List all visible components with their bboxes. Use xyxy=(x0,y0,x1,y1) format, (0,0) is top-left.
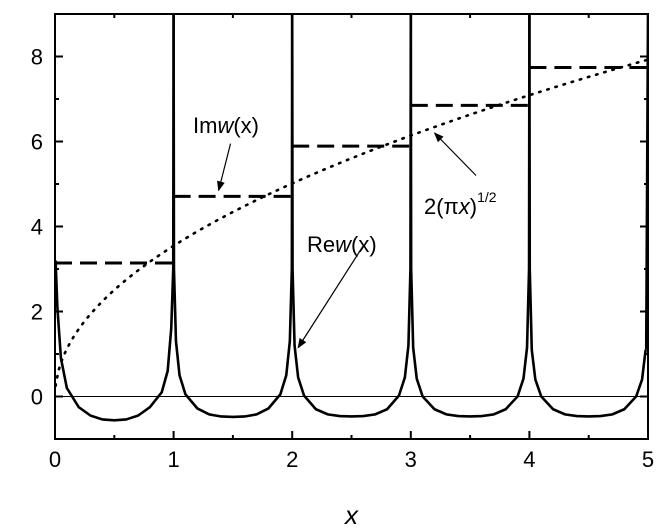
re-w-curve-segment xyxy=(290,14,413,418)
annotation-sqrt-arrow xyxy=(433,132,477,176)
series-layer xyxy=(55,14,648,422)
re-w-curve-segment xyxy=(409,14,531,418)
x-tick-label: 3 xyxy=(405,447,417,472)
x-tick-label: 4 xyxy=(523,447,535,472)
y-tick-label: 0 xyxy=(31,385,43,410)
annotation-sqrt-label: 2(πx)1/2 xyxy=(424,189,497,219)
annotation-re-label: Rew(x) xyxy=(307,232,377,257)
x-tick-label: 0 xyxy=(49,447,61,472)
x-tick-label: 5 xyxy=(642,447,654,472)
re-w-curve-segment xyxy=(55,14,175,422)
plot-frame xyxy=(54,13,649,440)
y-tick-label: 4 xyxy=(31,215,43,240)
y-tick-label: 8 xyxy=(31,45,43,70)
annotations-layer: Imw(x) Rew(x) 2(πx)1/2 xyxy=(193,113,497,349)
x-tick-label: 1 xyxy=(167,447,179,472)
re-w-curve-segment xyxy=(528,14,647,418)
axes-layer: 0 1 2 3 4 5 0 2 4 6 8 x xyxy=(31,13,654,529)
re-w-curve-segment xyxy=(172,14,294,419)
annotation-im-label: Imw(x) xyxy=(193,113,259,138)
annotation-im-arrow xyxy=(217,143,232,192)
x-axis-title: x xyxy=(343,500,359,529)
sqrt-asymptote-curve xyxy=(55,58,648,388)
y-tick-label: 2 xyxy=(31,300,43,325)
x-tick-label: 2 xyxy=(286,447,298,472)
annotation-re-arrow xyxy=(297,245,364,349)
y-tick-label: 6 xyxy=(31,130,43,155)
